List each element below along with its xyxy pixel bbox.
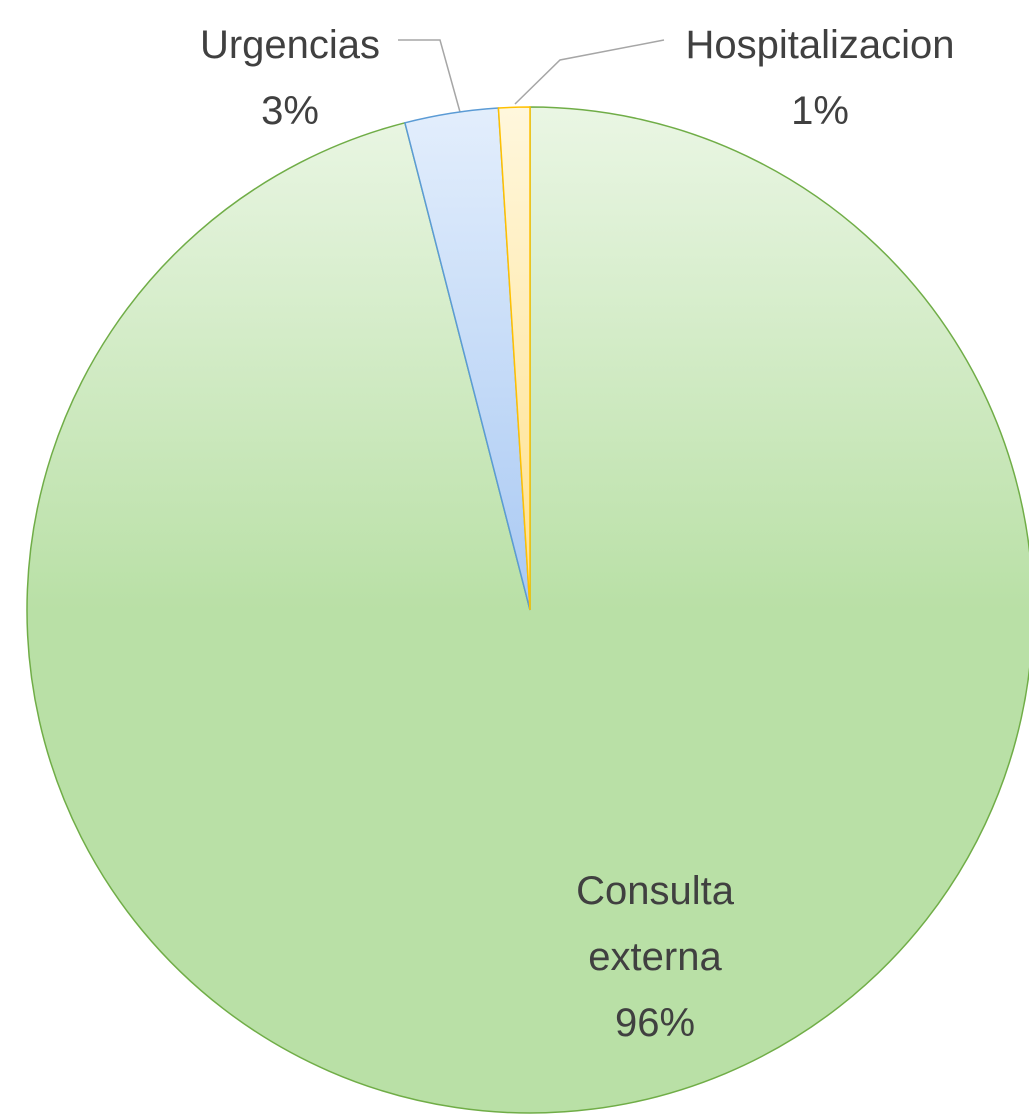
slice-label: Consulta externa 96% [540, 858, 770, 1056]
category-label: Hospitalizacion [685, 23, 955, 67]
slice-label: Urgencias 3% [190, 12, 390, 144]
percent-label: 1% [791, 89, 849, 133]
category-label: Consulta externa [576, 869, 734, 979]
slice-label: Hospitalizacion 1% [655, 12, 985, 144]
leader-line [514, 39, 665, 105]
percent-label: 3% [261, 89, 319, 133]
pie-slice [26, 106, 1029, 1114]
pie-slice [497, 106, 531, 611]
leader-line [398, 39, 461, 113]
category-label: Urgencias [199, 23, 381, 67]
percent-label: 96% [614, 1001, 696, 1045]
